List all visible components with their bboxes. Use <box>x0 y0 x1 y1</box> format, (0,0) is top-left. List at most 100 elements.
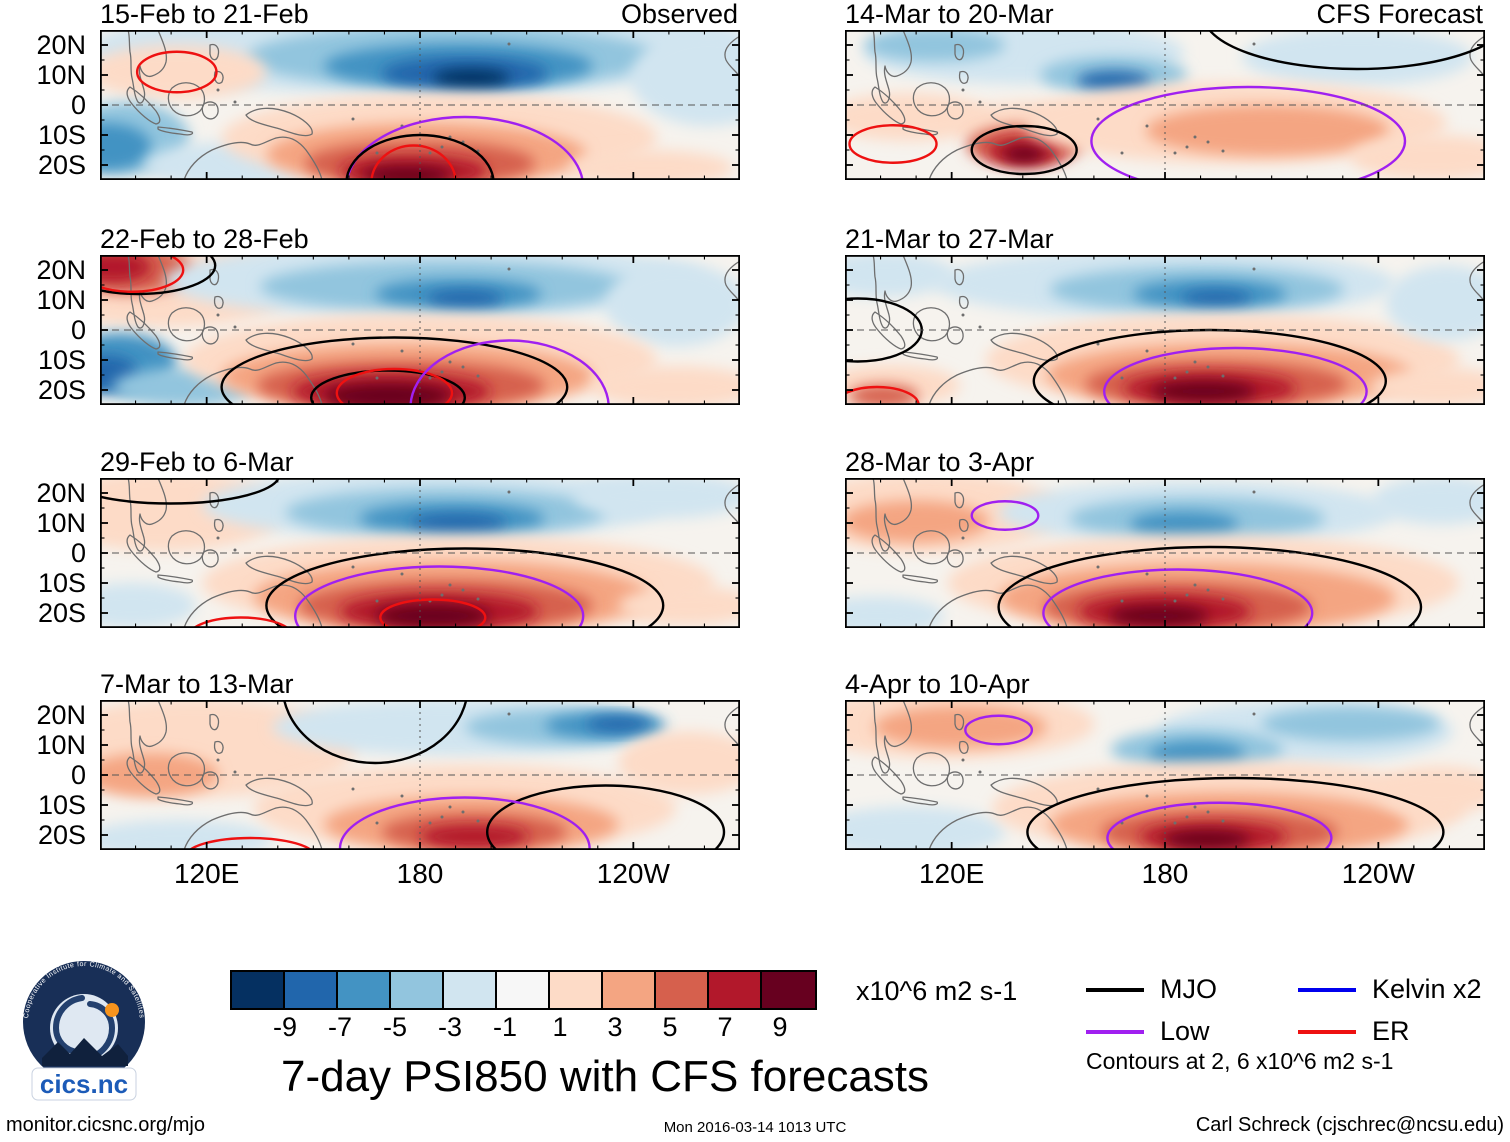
colorbar-cell <box>285 972 338 1008</box>
y-axis-label: 10N <box>36 60 86 90</box>
colorbar-cell <box>762 972 815 1008</box>
panel-observed-week1: 15-Feb to 21-Feb Observed <box>100 0 740 180</box>
colorbar-cell <box>603 972 656 1008</box>
logo-name-plate <box>31 1067 137 1101</box>
y-axis-label: 20S <box>37 598 86 628</box>
y-axis-label: 20N <box>36 30 86 60</box>
panel-forecast-week1: 14-Mar to 20-Mar CFS Forecast <box>845 0 1485 180</box>
map-forecast-week2 <box>845 255 1485 405</box>
y-axis-labels: 20N 10N 0 10S 20S <box>0 700 94 850</box>
y-axis-labels: 20N 10N 0 10S 20S <box>0 255 94 405</box>
legend-label-mjo: MJO <box>1160 974 1217 1004</box>
colorbar-cell <box>497 972 550 1008</box>
x-axis-label: 120W <box>596 858 670 889</box>
panel-forecast-week3: 28-Mar to 3-Apr <box>845 448 1485 628</box>
x-axis-label: 120E <box>918 858 985 889</box>
panel-header: 28-Mar to 3-Apr <box>845 448 1485 478</box>
panel-header: 21-Mar to 27-Mar <box>845 225 1485 255</box>
map-forecast-week1 <box>845 30 1485 180</box>
colorbar-tick-label: -5 <box>382 1012 408 1042</box>
y-axis-label: 10S <box>37 120 86 150</box>
y-axis-label: 0 <box>70 538 86 568</box>
author-credit: Carl Schreck (cjschrec@ncsu.edu) <box>1195 1114 1504 1136</box>
map-observed-week3 <box>100 478 740 628</box>
colorbar-tick-label: 3 <box>607 1012 623 1042</box>
y-axis-label: 10S <box>37 345 86 375</box>
source-url: monitor.cicsnc.org/mjo <box>6 1114 205 1136</box>
panel-header: 7-Mar to 13-Mar <box>100 670 740 700</box>
colorbar-labels: -9 -7 -5 -3 -1 1 3 5 7 9 <box>230 1012 837 1044</box>
y-axis-labels: 20N 10N 0 10S 20S <box>0 30 94 180</box>
colorbar-units: x10^6 m2 s-1 <box>856 976 1018 1006</box>
panel-forecast-week4: 4-Apr to 10-Apr <box>845 670 1485 850</box>
map-forecast-week3 <box>845 478 1485 628</box>
y-axis-label: 0 <box>70 315 86 345</box>
colorbar-cell <box>444 972 497 1008</box>
panel-observed-week3: 29-Feb to 6-Mar <box>100 448 740 628</box>
panel-corner-label: Observed <box>620 0 738 29</box>
x-axis-label: 120W <box>1341 858 1415 889</box>
x-axis-label: 120E <box>173 858 240 889</box>
panel-header: 22-Feb to 28-Feb <box>100 225 740 255</box>
colorbar-tick-label: -3 <box>437 1012 463 1042</box>
y-axis-label: 20N <box>36 478 86 508</box>
colorbar <box>230 970 817 1010</box>
legend-line-low <box>1086 1030 1144 1034</box>
map-observed-week4 <box>100 700 740 850</box>
panel-title: 22-Feb to 28-Feb <box>100 224 309 254</box>
colorbar-tick-label: -7 <box>327 1012 353 1042</box>
panel-header: 29-Feb to 6-Mar <box>100 448 740 478</box>
legend-line-mjo <box>1086 988 1144 992</box>
panel-header: 4-Apr to 10-Apr <box>845 670 1485 700</box>
y-axis-label: 10N <box>36 508 86 538</box>
panel-observed-week4: 7-Mar to 13-Mar <box>100 670 740 850</box>
panel-header: 14-Mar to 20-Mar CFS Forecast <box>845 0 1485 30</box>
legend-line-er <box>1298 1030 1356 1034</box>
colorbar-cell <box>232 972 285 1008</box>
y-axis-label: 20N <box>36 255 86 285</box>
mountains-icon <box>42 1038 128 1066</box>
y-axis-label: 0 <box>70 90 86 120</box>
legend-label-low: Low <box>1160 1016 1210 1046</box>
panel-title: 14-Mar to 20-Mar <box>845 0 1054 29</box>
colorbar-cell <box>656 972 709 1008</box>
panel-title: 28-Mar to 3-Apr <box>845 447 1035 477</box>
panel-title: 15-Feb to 21-Feb <box>100 0 309 29</box>
x-axis-labels: 120E 180 120W <box>845 858 1485 894</box>
y-axis-label: 10N <box>36 730 86 760</box>
x-axis-labels: 120E 180 120W <box>100 858 740 894</box>
logo-name: cics.nc <box>40 1069 128 1099</box>
hurricane-spiral-icon <box>52 995 85 1055</box>
y-axis-label: 20S <box>37 375 86 405</box>
colorbar-cell <box>338 972 391 1008</box>
map-observed-week1 <box>100 30 740 180</box>
contour-levels-note: Contours at 2, 6 x10^6 m2 s-1 <box>1086 1048 1394 1074</box>
panel-corner-label: CFS Forecast <box>1316 0 1483 29</box>
colorbar-tick-label: 5 <box>662 1012 678 1042</box>
y-axis-label: 20S <box>37 820 86 850</box>
colorbar-tick-label: 7 <box>717 1012 733 1042</box>
y-axis-label: 10S <box>37 790 86 820</box>
y-axis-label: 10N <box>36 285 86 315</box>
y-axis-labels: 20N 10N 0 10S 20S <box>0 478 94 628</box>
x-axis-label: 180 <box>396 858 444 889</box>
colorbar-tick-label: 9 <box>772 1012 788 1042</box>
legend-label-kelvin: Kelvin x2 <box>1372 974 1482 1004</box>
panel-title: 29-Feb to 6-Mar <box>100 447 294 477</box>
y-axis-label: 20N <box>36 700 86 730</box>
y-axis-label: 10S <box>37 568 86 598</box>
y-axis-label: 0 <box>70 760 86 790</box>
map-forecast-week4 <box>845 700 1485 850</box>
panel-observed-week2: 22-Feb to 28-Feb <box>100 225 740 405</box>
sun-icon <box>105 1003 119 1017</box>
map-observed-week2 <box>100 255 740 405</box>
cics-logo: Cooperative Institute for Climate and Sa… <box>6 954 162 1119</box>
panel-header: 15-Feb to 21-Feb Observed <box>100 0 740 30</box>
panel-title: 21-Mar to 27-Mar <box>845 224 1054 254</box>
x-axis-label: 180 <box>1141 858 1189 889</box>
colorbar-cell <box>550 972 603 1008</box>
panel-forecast-week2: 21-Mar to 27-Mar <box>845 225 1485 405</box>
cics-logo-graphic: Cooperative Institute for Climate and Sa… <box>23 961 145 1101</box>
panel-title: 7-Mar to 13-Mar <box>100 669 294 699</box>
